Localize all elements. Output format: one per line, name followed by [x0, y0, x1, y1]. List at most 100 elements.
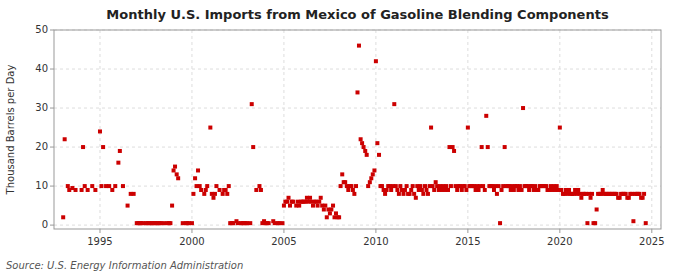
scatter-point [214, 184, 218, 188]
scatter-point [593, 221, 597, 225]
scatter-point [199, 188, 203, 192]
y-tick-label: 20 [35, 141, 48, 152]
scatter-point [421, 192, 425, 196]
scatter-point [175, 172, 179, 176]
scatter-point [497, 184, 501, 188]
scatter-point [398, 184, 402, 188]
y-tick [50, 186, 54, 187]
scatter-point [322, 207, 326, 211]
x-tick-label: 1995 [87, 236, 112, 247]
scatter-point [221, 192, 225, 196]
scatter-point [424, 188, 428, 192]
scatter-point [585, 221, 589, 225]
scatter-point [466, 126, 470, 130]
scatter-point [98, 129, 102, 133]
scatter-point [418, 184, 422, 188]
scatter-point [63, 137, 67, 141]
scatter-point [420, 188, 424, 192]
scatter-point [349, 184, 353, 188]
scatter-point [225, 192, 229, 196]
scatter-point [267, 221, 271, 225]
x-tick [559, 229, 560, 233]
scatter-point [394, 184, 398, 188]
scatter-point [363, 149, 367, 153]
scatter-point [495, 192, 499, 196]
scatter-point [527, 188, 531, 192]
scatter-point [191, 192, 195, 196]
scatter-point [291, 200, 295, 204]
scatter-point [343, 180, 347, 184]
scatter-point [287, 196, 291, 200]
scatter-point [352, 192, 356, 196]
scatter-point [520, 188, 524, 192]
scatter-point [334, 211, 338, 215]
scatter-point [614, 192, 618, 196]
scatter-point [405, 184, 409, 188]
scatter-point [190, 221, 194, 225]
scatter-point [172, 168, 176, 172]
scatter-point [483, 188, 487, 192]
x-tick [191, 229, 192, 233]
scatter-point [484, 114, 488, 118]
scatter-point [360, 141, 364, 145]
scatter-point [374, 59, 378, 63]
scatter-point [218, 188, 222, 192]
grid-line-y [54, 69, 661, 70]
scatter-point [521, 106, 525, 110]
scatter-point [202, 192, 206, 196]
scatter-point [631, 219, 635, 223]
y-tick [50, 69, 54, 70]
scatter-point [339, 184, 343, 188]
scatter-point [93, 188, 97, 192]
scatter-point [637, 192, 641, 196]
scatter-point [429, 126, 433, 130]
scatter-point [248, 221, 252, 225]
scatter-point [369, 176, 373, 180]
y-tick-label: 0 [42, 219, 48, 230]
scatter-point [227, 184, 231, 188]
scatter-point [431, 184, 435, 188]
scatter-point [356, 90, 360, 94]
chart-svg: 010203040501995200020052010201520202025T… [0, 0, 675, 275]
scatter-point [624, 192, 628, 196]
scatter-point [362, 145, 366, 149]
scatter-point [329, 207, 333, 211]
scatter-point [576, 188, 580, 192]
scatter-point [463, 184, 467, 188]
chart-container: 010203040501995200020052010201520202025T… [0, 0, 675, 275]
scatter-point [559, 188, 563, 192]
scatter-point [389, 188, 393, 192]
source-note: Source: U.S. Energy Information Administ… [6, 260, 243, 271]
scatter-point [555, 184, 559, 188]
y-tick [50, 30, 54, 31]
scatter-point [403, 188, 407, 192]
x-tick-label: 2010 [363, 236, 388, 247]
scatter-point [61, 215, 65, 219]
scatter-point [434, 180, 438, 184]
scatter-point [503, 145, 507, 149]
scatter-point [414, 196, 418, 200]
scatter-point [193, 176, 197, 180]
x-tick [375, 229, 376, 233]
scatter-point [340, 172, 344, 176]
scatter-point [451, 145, 455, 149]
scatter-point [371, 172, 375, 176]
scatter-point [601, 188, 605, 192]
scatter-point [372, 168, 376, 172]
x-tick-label: 2005 [271, 236, 296, 247]
scatter-point [66, 184, 70, 188]
y-tick-label: 10 [35, 180, 48, 191]
scatter-point [204, 188, 208, 192]
scatter-point [408, 192, 412, 196]
scatter-point [354, 184, 358, 188]
scatter-point [409, 188, 413, 192]
scatter-point [492, 188, 496, 192]
scatter-point [392, 102, 396, 106]
scatter-point [423, 184, 427, 188]
y-tick-label: 40 [35, 63, 48, 74]
scatter-point [113, 184, 117, 188]
scatter-point [395, 188, 399, 192]
scatter-point [311, 204, 315, 208]
x-tick-label: 2015 [455, 236, 480, 247]
scatter-point [432, 188, 436, 192]
